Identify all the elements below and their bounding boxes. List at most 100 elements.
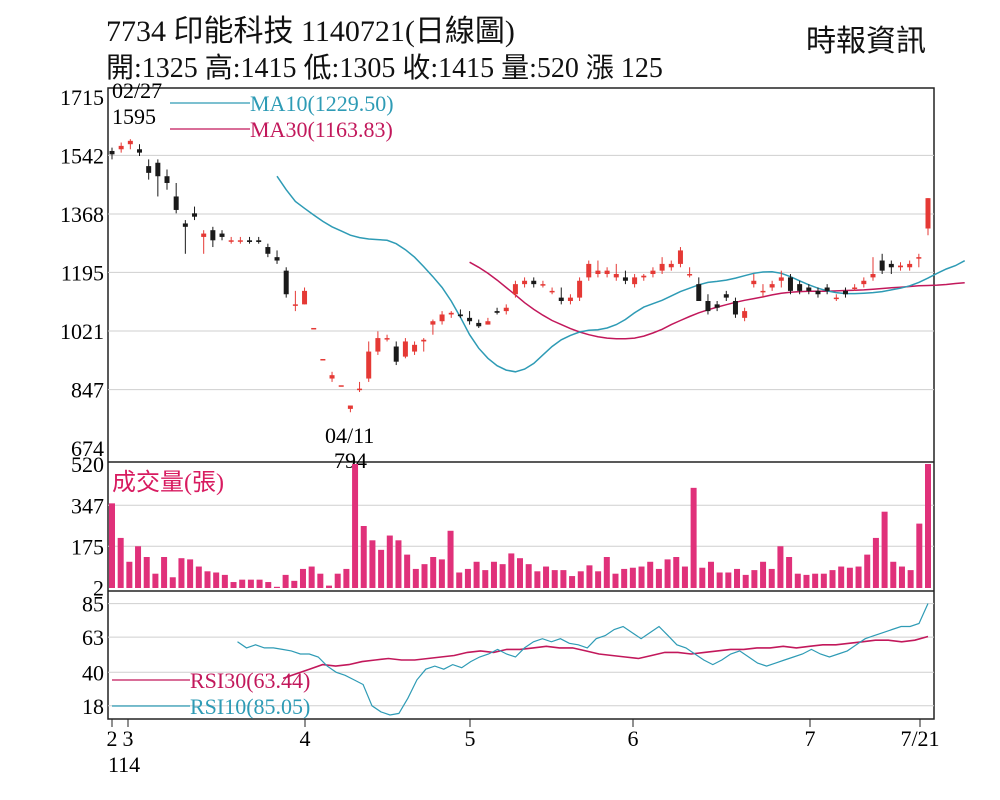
candle xyxy=(732,297,738,318)
candle-body xyxy=(173,196,179,210)
rsi-lines xyxy=(237,603,929,716)
candle xyxy=(430,319,436,335)
volume-bar xyxy=(421,564,428,588)
volume-bar xyxy=(855,566,862,588)
volume-bar xyxy=(187,559,194,588)
volume-bar xyxy=(898,566,905,588)
candle-body xyxy=(256,240,262,242)
volume-bar xyxy=(534,571,541,588)
candle xyxy=(402,338,408,359)
volume-bar xyxy=(352,464,359,588)
candle-body xyxy=(219,233,225,237)
candle-body xyxy=(357,388,363,391)
volume-bar xyxy=(508,553,515,588)
candle-body xyxy=(292,304,298,306)
candle-body xyxy=(494,311,500,313)
volume-bar xyxy=(777,546,784,588)
volume-bar xyxy=(456,572,463,588)
candle-body xyxy=(467,317,473,322)
volume-bar xyxy=(360,526,367,588)
candle-body xyxy=(237,240,243,242)
volume-bar xyxy=(161,557,168,588)
volume-bar xyxy=(716,572,723,588)
candle xyxy=(265,243,271,258)
volume-bar xyxy=(395,540,402,588)
chart-border xyxy=(107,87,935,720)
candle-body xyxy=(696,284,702,301)
volume-bar xyxy=(282,574,289,588)
candle-body xyxy=(870,274,876,278)
volume-bar xyxy=(152,573,159,588)
candle xyxy=(210,226,216,248)
volume-bar xyxy=(482,570,489,588)
candle xyxy=(109,147,115,160)
candle-body xyxy=(567,297,573,301)
price-axis: 1715 1542 1368 1195 1021 847 674 xyxy=(60,85,104,461)
candle xyxy=(870,257,876,281)
peak-date-label: 02/27 xyxy=(112,78,162,103)
candle-body xyxy=(751,280,757,285)
candle xyxy=(622,270,628,285)
candle-body xyxy=(146,166,152,173)
candle-body xyxy=(888,263,894,268)
year-label: 114 xyxy=(108,752,140,777)
candle-body xyxy=(228,240,234,242)
volume-bar xyxy=(907,570,914,588)
volume-bar xyxy=(647,561,654,588)
volume-bar xyxy=(412,568,419,588)
volume-bar xyxy=(109,503,115,588)
volume-bar xyxy=(560,570,567,588)
candle-body xyxy=(797,284,803,291)
volume-bar xyxy=(517,558,523,588)
candle-body xyxy=(632,277,638,285)
candle-body xyxy=(118,145,124,150)
candle-body xyxy=(760,290,766,293)
volume-bar xyxy=(499,564,506,588)
price-tick-label: 1715 xyxy=(60,85,104,110)
candle xyxy=(448,311,454,318)
ma-legend: MA10(1229.50)MA30(1163.83) xyxy=(170,91,394,142)
candle xyxy=(907,260,913,271)
candle xyxy=(558,287,564,305)
volume-bar xyxy=(135,546,142,588)
rsi30-line xyxy=(282,635,929,680)
price-tick-label: 674 xyxy=(71,436,104,461)
candle xyxy=(182,220,188,254)
candle xyxy=(797,280,803,295)
source-label: 時報資訊 xyxy=(806,25,926,58)
volume-axis: 520 347 175 2 xyxy=(71,452,104,601)
volume-tick-label: 520 xyxy=(71,452,104,477)
volume-bar xyxy=(317,573,324,588)
trough-value-label: 794 xyxy=(334,448,367,473)
candle xyxy=(742,307,748,322)
volume-bar xyxy=(812,573,819,588)
candle xyxy=(155,159,161,197)
trough-date-label: 04/11 xyxy=(325,423,374,448)
candle xyxy=(879,253,885,275)
volume-bar xyxy=(490,561,497,588)
candle xyxy=(705,294,711,315)
volume-bar xyxy=(742,574,749,588)
volume-bar xyxy=(569,576,576,588)
volume-bar xyxy=(586,565,593,588)
volume-bar xyxy=(629,567,636,588)
candle-body xyxy=(852,287,858,290)
volume-bar xyxy=(447,530,454,588)
volume-bar xyxy=(525,564,532,588)
volume-bar xyxy=(438,559,445,588)
candle-body xyxy=(641,275,647,278)
candle xyxy=(687,267,693,278)
candle xyxy=(201,230,207,254)
volume-bar xyxy=(786,557,793,588)
rsi-tick-label: 40 xyxy=(82,660,104,685)
candle-body xyxy=(861,280,867,285)
volume-bar xyxy=(916,523,923,588)
candle-body xyxy=(274,257,280,261)
candle xyxy=(677,247,683,268)
candle xyxy=(503,304,509,315)
candle xyxy=(714,300,720,312)
volume-bar xyxy=(343,568,350,588)
candle xyxy=(412,341,418,355)
candle-body xyxy=(127,140,133,145)
candle-body xyxy=(192,213,198,217)
